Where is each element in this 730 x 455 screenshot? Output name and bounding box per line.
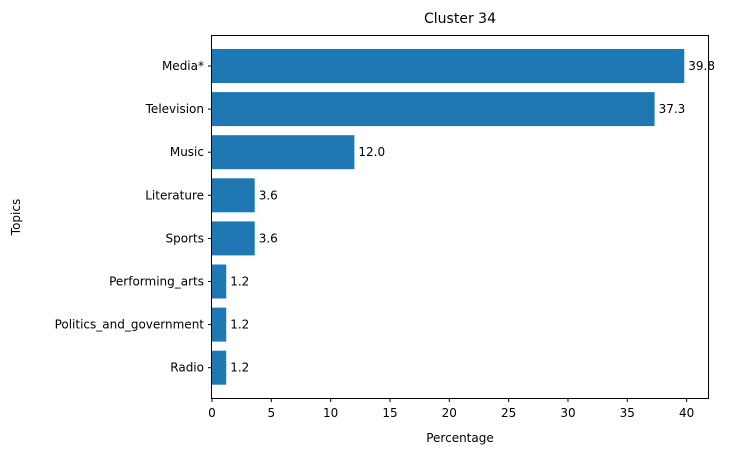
bar-performing-arts [212,264,227,299]
y-axis-label: Topics [9,199,23,236]
bars-layer [212,49,685,385]
data-label-television: 37.3 [659,102,686,116]
x-tick-label-10: 10 [323,406,338,420]
y-tick-label-politics-and-government: Politics_and_government [55,318,205,332]
y-tick-label-radio: Radio [170,361,204,375]
x-tick-label-30: 30 [560,406,575,420]
y-tick-label-music: Music [170,145,204,159]
y-tick-label-literature: Literature [145,188,204,202]
x-tick-label-35: 35 [620,406,635,420]
bar-radio [212,350,227,385]
data-label-music: 12.0 [358,145,385,159]
ticks-layer: Media* Television Music Literature Sports Per… [55,59,695,420]
data-label-performing-arts: 1.2 [230,275,249,289]
y-tick-label-media: Media* [162,59,204,73]
x-tick-label-20: 20 [442,406,457,420]
y-tick-label-television: Television [145,102,204,116]
bar-literature [212,178,255,213]
bar-sports [212,221,255,256]
x-tick-label-5: 5 [268,406,276,420]
x-tick-label-40: 40 [679,406,694,420]
x-axis-label: Percentage [426,431,494,445]
data-labels-layer: 39.8 37.3 12.0 3.6 3.6 1.2 1.2 1.2 [230,59,715,375]
data-label-sports: 3.6 [259,231,278,245]
y-tick-label-performing-arts: Performing_arts [109,275,204,289]
chart-title: Cluster 34 [424,11,496,27]
x-tick-label-15: 15 [382,406,397,420]
data-label-literature: 3.6 [259,188,278,202]
x-tick-label-25: 25 [501,406,516,420]
bar-television [212,92,655,127]
plot-frame [211,35,709,399]
x-tick-label-0: 0 [208,406,216,420]
data-label-media: 39.8 [688,59,715,73]
y-tick-label-sports: Sports [166,231,204,245]
data-label-radio: 1.2 [230,361,249,375]
bar-media [212,49,685,83]
data-label-politics-and-government: 1.2 [230,318,249,332]
bar-music [212,135,355,170]
bar-politics-and-government [212,307,227,342]
